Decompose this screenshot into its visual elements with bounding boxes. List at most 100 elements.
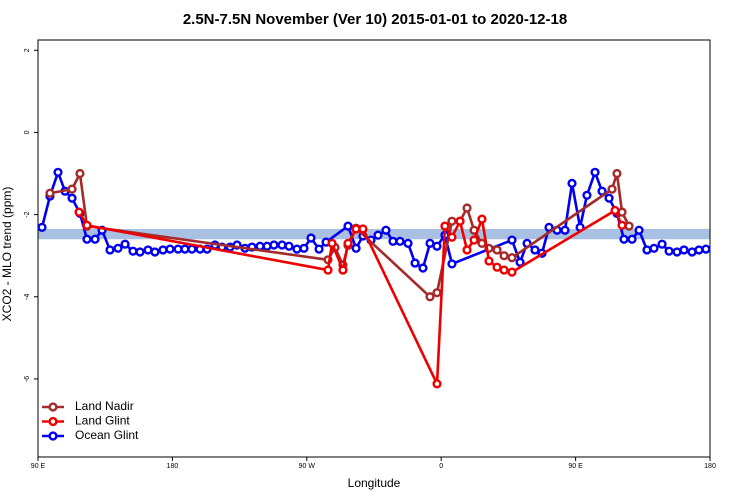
data-point xyxy=(462,245,472,255)
data-point xyxy=(128,246,138,256)
data-point xyxy=(323,265,333,275)
data-point xyxy=(67,193,77,203)
data-point xyxy=(425,238,435,248)
data-point xyxy=(507,253,517,263)
x-tick-label: 180 xyxy=(167,463,179,470)
data-point xyxy=(67,184,77,194)
data-point xyxy=(607,184,617,194)
data-point xyxy=(306,233,316,243)
chart-title: 2.5N-7.5N November (Ver 10) 2015-01-01 t… xyxy=(183,11,567,28)
y-tick-label: -4 xyxy=(24,294,31,300)
data-point xyxy=(82,234,92,244)
data-point xyxy=(610,205,620,216)
data-point xyxy=(403,238,413,248)
data-point xyxy=(634,225,644,235)
data-point xyxy=(657,239,667,249)
data-point xyxy=(113,243,123,253)
data-point xyxy=(418,263,428,273)
series xyxy=(74,205,627,389)
data-point xyxy=(492,262,502,272)
data-point xyxy=(462,203,472,213)
data-point xyxy=(664,246,674,256)
data-point xyxy=(120,239,130,249)
data-point xyxy=(440,221,450,231)
data-point xyxy=(299,243,309,253)
data-point xyxy=(75,168,85,179)
data-point xyxy=(649,243,659,253)
data-point xyxy=(567,178,577,188)
data-point xyxy=(477,214,487,224)
x-axis-label: Longitude xyxy=(348,476,401,490)
data-point xyxy=(74,207,84,217)
data-point xyxy=(590,167,600,177)
data-point xyxy=(158,245,168,255)
legend-label: Land Glint xyxy=(75,414,130,428)
data-point xyxy=(499,251,509,261)
x-tick-label: 0 xyxy=(439,463,443,470)
data-point xyxy=(499,265,509,275)
data-point xyxy=(469,235,479,245)
y-tick-label: 0 xyxy=(24,130,31,134)
data-point xyxy=(284,241,294,251)
data-point xyxy=(447,259,457,269)
data-point xyxy=(447,232,457,242)
data-point xyxy=(432,288,442,298)
data-point xyxy=(642,245,652,255)
x-tick-label: 180 xyxy=(704,463,716,470)
data-point xyxy=(269,240,279,250)
data-point xyxy=(45,188,55,198)
data-point xyxy=(135,247,145,257)
data-point xyxy=(582,190,592,200)
data-point xyxy=(627,234,637,244)
data-point xyxy=(388,236,398,246)
legend-label: Land Nadir xyxy=(75,399,134,413)
data-point xyxy=(82,220,92,230)
legend-marker xyxy=(48,431,58,441)
data-point xyxy=(277,240,287,250)
data-point xyxy=(672,247,682,257)
data-point xyxy=(314,244,324,254)
y-tick-label: 2 xyxy=(24,48,31,52)
data-point xyxy=(358,224,368,234)
data-point xyxy=(604,193,614,203)
legend-marker xyxy=(48,416,58,427)
data-point xyxy=(530,245,540,255)
data-point xyxy=(343,221,353,231)
data-point xyxy=(507,235,517,245)
data-point xyxy=(484,256,494,266)
x-tick-label: 90 W xyxy=(299,463,316,470)
data-point xyxy=(617,207,627,217)
y-tick-label: -6 xyxy=(24,376,31,382)
data-point xyxy=(150,247,160,257)
data-point xyxy=(619,234,629,244)
x-tick-label: 90 E xyxy=(31,463,46,470)
y-tick-label: -2 xyxy=(24,211,31,217)
y-axis-label: XCO2 - MLO trend (ppm) xyxy=(0,187,14,322)
data-point xyxy=(381,225,391,235)
data-point xyxy=(507,267,517,277)
data-point xyxy=(373,230,383,240)
data-point xyxy=(262,241,272,251)
data-point xyxy=(612,168,622,179)
data-point xyxy=(425,292,435,302)
data-point xyxy=(105,245,115,255)
data-point xyxy=(338,265,348,275)
data-point xyxy=(343,238,353,248)
data-point xyxy=(165,244,175,254)
data-point xyxy=(432,241,442,251)
data-point xyxy=(180,244,190,254)
data-point xyxy=(410,258,420,268)
data-point xyxy=(90,234,100,244)
x-tick-label: 90 E xyxy=(568,463,583,470)
data-point xyxy=(447,216,457,226)
legend-label: Ocean Glint xyxy=(75,428,139,442)
data-point xyxy=(455,216,465,226)
legend-marker xyxy=(48,402,58,412)
data-point xyxy=(515,257,525,267)
data-point xyxy=(701,244,711,254)
data-point xyxy=(327,238,337,248)
data-point xyxy=(187,244,197,254)
data-point xyxy=(624,221,634,231)
